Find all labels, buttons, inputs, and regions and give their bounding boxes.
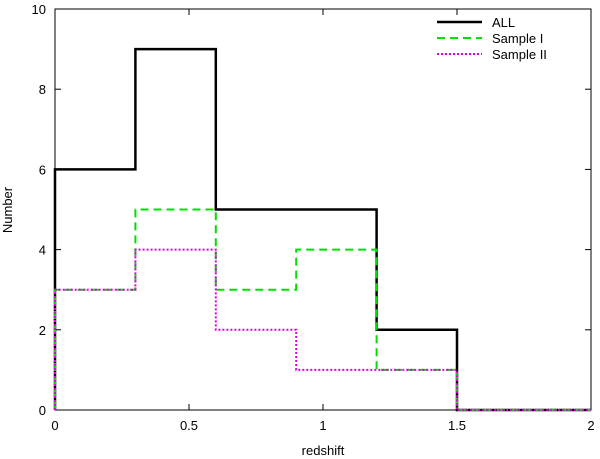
legend-label: Sample I bbox=[492, 31, 543, 46]
y-tick-label: 4 bbox=[39, 243, 46, 258]
x-tick-label: 0.5 bbox=[180, 418, 198, 433]
x-tick-label: 2 bbox=[587, 418, 594, 433]
x-tick-label: 0 bbox=[51, 418, 58, 433]
x-tick-label: 1.5 bbox=[448, 418, 466, 433]
y-tick-label: 10 bbox=[32, 2, 46, 17]
series-lines bbox=[53, 47, 591, 412]
series-line-sample-i bbox=[54, 208, 591, 411]
y-axis-label: Number bbox=[0, 186, 15, 233]
x-axis-label: redshift bbox=[302, 443, 345, 458]
y-tick-label: 0 bbox=[39, 403, 46, 418]
legend-label: ALL bbox=[492, 15, 515, 30]
legend-label: Sample II bbox=[492, 47, 547, 62]
x-tick-label: 1 bbox=[319, 418, 326, 433]
y-tick-label: 6 bbox=[39, 162, 46, 177]
x-tick-labels: 0 0.5 1 1.5 2 bbox=[51, 418, 594, 433]
series-line-all bbox=[53, 47, 591, 412]
series-line-sample-ii bbox=[54, 248, 591, 411]
y-tick-labels: 0 2 4 6 8 10 bbox=[32, 2, 46, 418]
y-tick-label: 2 bbox=[39, 323, 46, 338]
y-tick-label: 8 bbox=[39, 82, 46, 97]
